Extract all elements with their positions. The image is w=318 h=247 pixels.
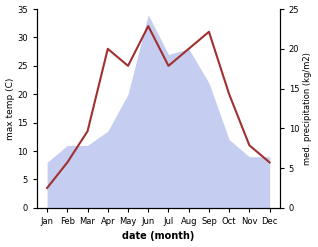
X-axis label: date (month): date (month) xyxy=(122,231,195,242)
Y-axis label: med. precipitation (kg/m2): med. precipitation (kg/m2) xyxy=(303,52,313,165)
Y-axis label: max temp (C): max temp (C) xyxy=(5,77,15,140)
